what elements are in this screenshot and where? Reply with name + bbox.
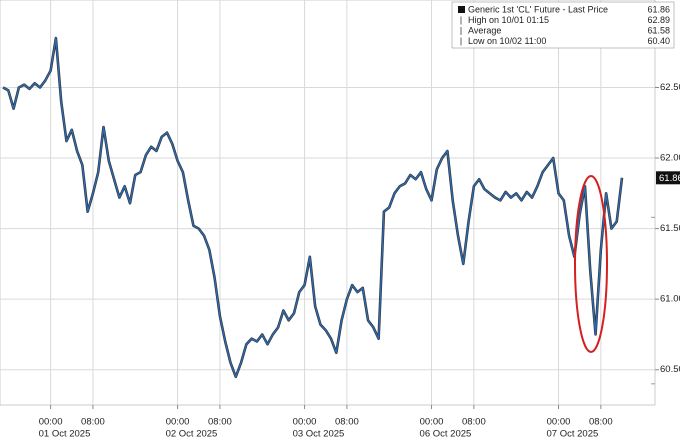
legend-stat-value: 62.89 xyxy=(647,15,670,25)
x-tick-label: 08:00 xyxy=(335,417,359,428)
y-tick-label: 61.00 xyxy=(660,294,680,305)
last-value-label: 61.86 xyxy=(659,173,680,184)
highlight-ellipse xyxy=(574,175,608,353)
x-tick-label: 00:00 xyxy=(293,417,317,428)
legend-box xyxy=(451,1,675,49)
x-date-label: 07 Oct 2025 xyxy=(547,429,599,438)
legend: Generic 1st 'CL' Future - Last Price 61.8… xyxy=(451,1,675,49)
x-tick-label: 08:00 xyxy=(589,417,613,428)
legend-stat-value: 61.58 xyxy=(647,25,670,35)
legend-stat-label: High on 10/01 01:15 xyxy=(468,15,549,25)
x-tick-label: 08:00 xyxy=(81,417,105,428)
plot-area xyxy=(0,0,656,406)
legend-entry: Generic 1st 'CL' Future - Last Price xyxy=(468,4,608,14)
x-tick-label: 00:00 xyxy=(39,417,63,428)
x-date-label: 02 Oct 2025 xyxy=(166,429,218,438)
legend-stat-value: 60.40 xyxy=(647,36,670,46)
legend-last-value: 61.86 xyxy=(647,4,670,14)
x-date-label: 01 Oct 2025 xyxy=(39,429,91,438)
x-tick-label: 00:00 xyxy=(420,417,444,428)
legend-stat-label: Low on 10/02 11:00 xyxy=(468,36,546,46)
y-tick-label: 62.50 xyxy=(660,82,680,93)
x-date-label: 03 Oct 2025 xyxy=(293,429,345,438)
x-tick-label: 08:00 xyxy=(208,417,232,428)
y-tick-label: 62.00 xyxy=(660,153,680,164)
y-tick-label: 61.50 xyxy=(660,223,680,234)
x-date-label: 06 Oct 2025 xyxy=(420,429,472,438)
y-tick-label: 60.50 xyxy=(660,364,680,375)
x-tick-label: 00:00 xyxy=(166,417,190,428)
last-value-tag xyxy=(656,171,680,185)
x-tick-label: 00:00 xyxy=(547,417,571,428)
price-line xyxy=(2,37,623,378)
legend-stat-label: Average xyxy=(468,25,501,35)
x-tick-label: 08:00 xyxy=(462,417,486,428)
legend-swatch xyxy=(458,6,465,13)
